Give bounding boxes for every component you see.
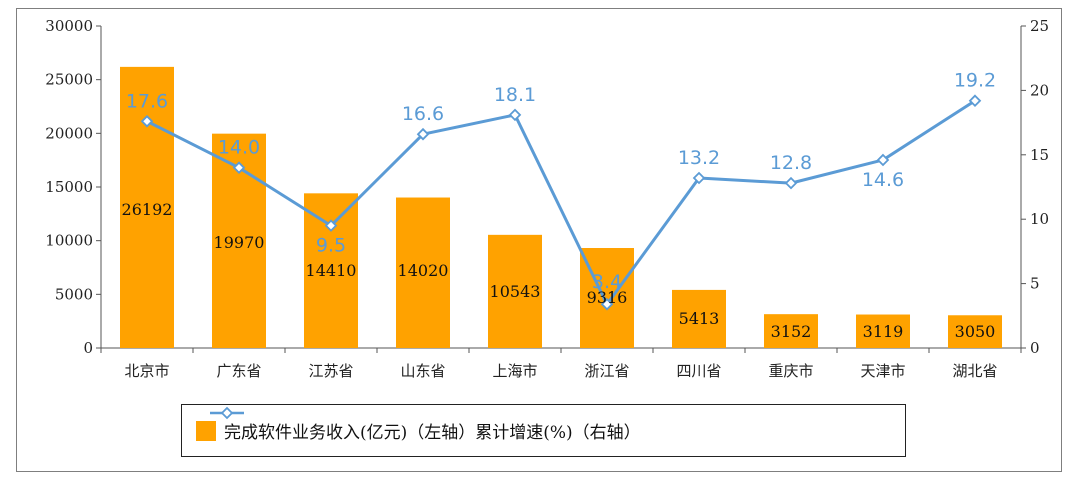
bar-series xyxy=(120,66,1002,349)
line-marker xyxy=(416,127,430,141)
bar xyxy=(120,66,174,349)
bar-value-label: 9316 xyxy=(587,288,628,307)
x-tick-label: 四川省 xyxy=(676,362,721,380)
y-left-tick-label: 15000 xyxy=(45,178,93,196)
bar-value-label: 14410 xyxy=(306,261,357,280)
x-tick-label: 江苏省 xyxy=(308,362,353,380)
bar-value-label: 3119 xyxy=(863,322,904,341)
bar xyxy=(672,289,726,348)
line-value-label: 13.2 xyxy=(678,147,720,169)
bar-value-label: 5413 xyxy=(679,309,720,328)
line-series xyxy=(140,94,982,311)
y-left-tick-label: 25000 xyxy=(45,71,93,89)
y-right-tick-label: 25 xyxy=(1030,17,1049,35)
bar-value-label: 14020 xyxy=(398,261,449,280)
line-value-label: 3.4 xyxy=(592,271,622,293)
line-marker xyxy=(508,108,522,122)
y-right-tick-label: 5 xyxy=(1030,275,1040,293)
y-left-tick-label: 30000 xyxy=(45,17,93,35)
legend: 完成软件业务收入(亿元)（左轴） 累计增速(%)（右轴） xyxy=(181,404,906,457)
legend-label-bar: 完成软件业务收入(亿元)（左轴） xyxy=(224,423,476,443)
x-tick-label: 天津市 xyxy=(860,362,905,380)
bar xyxy=(304,193,358,348)
line-value-label: 18.1 xyxy=(494,84,536,106)
bar-value-label: 19970 xyxy=(214,233,265,252)
bar-value-label: 10543 xyxy=(490,282,541,301)
y-right-tick-label: 0 xyxy=(1030,339,1040,357)
x-tick-label: 重庆市 xyxy=(768,362,813,380)
line-marker xyxy=(324,219,338,232)
line-marker xyxy=(876,153,890,167)
line-value-label: 12.8 xyxy=(770,152,812,174)
line-value-label: 16.6 xyxy=(402,103,444,125)
legend-swatch-line xyxy=(210,406,244,420)
line-marker xyxy=(784,176,798,190)
line-value-label: 14.0 xyxy=(218,137,260,159)
y-left-tick-label: 20000 xyxy=(45,124,93,142)
legend-item-bar: 完成软件业务收入(亿元)（左轴） xyxy=(182,418,475,443)
y-right-tick-label: 15 xyxy=(1030,146,1049,164)
line-value-label: 19.2 xyxy=(954,70,996,92)
x-tick-label: 湖北省 xyxy=(952,362,997,380)
bar xyxy=(488,234,542,348)
x-tick-label: 北京市 xyxy=(124,362,169,380)
bar-value-label: 3152 xyxy=(771,322,812,341)
line-value-label: 14.6 xyxy=(862,169,904,191)
bar xyxy=(764,314,818,348)
line-marker xyxy=(968,94,982,107)
line-marker xyxy=(140,115,154,128)
bar xyxy=(396,197,450,348)
x-tick-label: 上海市 xyxy=(492,362,537,380)
bar xyxy=(856,314,910,348)
x-tick-label: 浙江省 xyxy=(584,362,629,380)
x-tick-label: 山东省 xyxy=(400,362,445,380)
legend-swatch-bar xyxy=(196,420,216,441)
line-value-label: 17.6 xyxy=(126,90,168,112)
line-value-label: 9.5 xyxy=(316,235,346,257)
y-left-tick-label: 5000 xyxy=(55,285,93,303)
data-labels: 26192 19970 14410 14020 10543 9316 5413 3152 311… xyxy=(122,70,997,341)
y-right-tick-label: 20 xyxy=(1030,81,1049,99)
bar-value-label: 26192 xyxy=(122,200,173,219)
y-right-tick-label: 10 xyxy=(1030,210,1049,228)
line-marker xyxy=(600,297,614,311)
x-tick-label: 广东省 xyxy=(216,362,261,380)
legend-label-line: 累计增速(%)（右轴） xyxy=(475,423,641,443)
bar xyxy=(948,315,1002,348)
legend-line-marker xyxy=(220,406,234,420)
legend-item-line: 累计增速(%)（右轴） xyxy=(210,406,641,443)
growth-line xyxy=(146,99,976,306)
line-marker xyxy=(692,171,706,185)
y-left-tick-label: 0 xyxy=(83,339,93,357)
line-marker xyxy=(232,161,246,174)
y-left-tick-label: 10000 xyxy=(45,232,93,250)
axes: 0 5000 10000 15000 20000 25000 30000 0 5 10 15 20 25… xyxy=(45,17,1049,380)
bar-value-label: 3050 xyxy=(955,322,996,341)
